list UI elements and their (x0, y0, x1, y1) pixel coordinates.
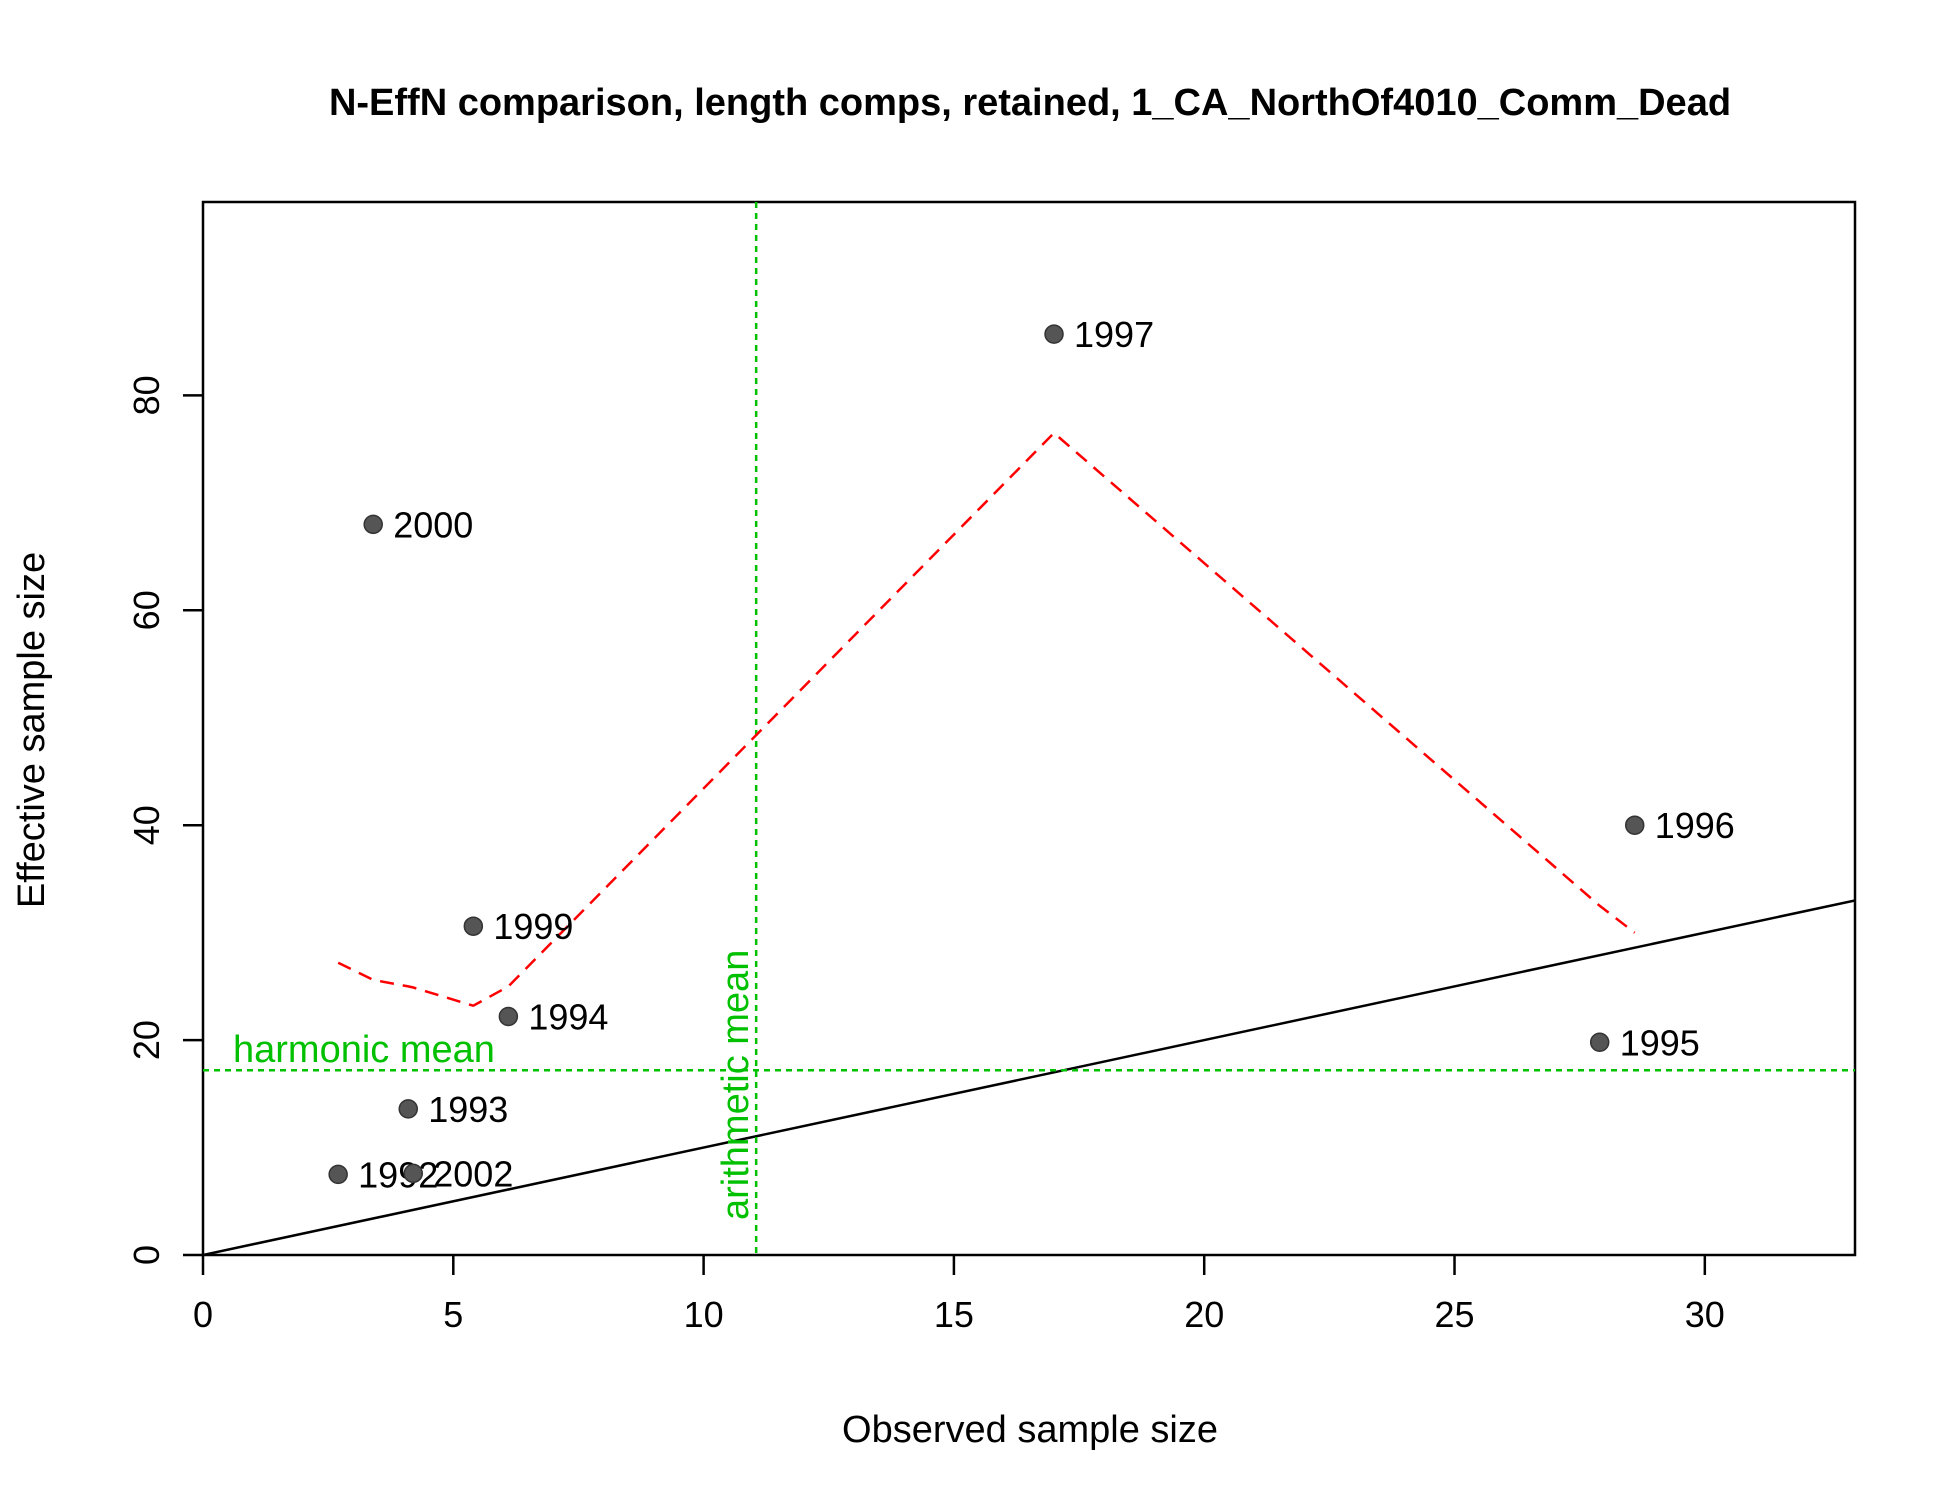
x-tick-label: 0 (193, 1294, 213, 1335)
one-to-one-line (203, 899, 1855, 1255)
x-tick-label: 25 (1434, 1294, 1474, 1335)
data-point-label-1996: 1996 (1655, 805, 1735, 846)
harmonic-mean-label: harmonic mean (233, 1029, 495, 1071)
data-point-label-1993: 1993 (428, 1089, 508, 1130)
x-tick-label: 5 (443, 1294, 463, 1335)
plot-frame (201, 200, 1857, 1257)
data-point-label-1992: 1992 (358, 1154, 438, 1195)
data-point-label-1999: 1999 (493, 906, 573, 947)
y-tick-label: 20 (126, 1020, 167, 1060)
y-tick-label: 0 (126, 1245, 167, 1265)
data-point-label-1994: 1994 (528, 996, 608, 1037)
data-point-1996 (1624, 815, 1645, 835)
data-point-label-1995: 1995 (1620, 1022, 1700, 1063)
data-point-label-1997: 1997 (1074, 314, 1154, 355)
data-point-1999 (463, 916, 484, 936)
data-point-1995 (1589, 1032, 1610, 1053)
y-tick-label: 60 (126, 590, 167, 630)
x-tick-label: 30 (1685, 1294, 1725, 1335)
data-point-1997 (1044, 324, 1064, 344)
x-tick-label: 15 (934, 1294, 974, 1335)
y-axis-label: Effective sample size (11, 552, 53, 908)
loess-smoother-line (337, 431, 1636, 1008)
data-point-1993 (398, 1099, 418, 1119)
data-point-label-2000: 2000 (393, 504, 473, 545)
data-point-label-2002: 2002 (433, 1153, 513, 1194)
y-tick-label: 40 (126, 805, 167, 845)
data-point-1994 (498, 1006, 519, 1027)
x-tick-label: 20 (1184, 1294, 1224, 1335)
data-point-1992 (328, 1164, 348, 1185)
data-point-2000 (363, 514, 383, 535)
x-tick-label: 10 (684, 1294, 724, 1335)
chart-title: N-EffN comparison, length comps, retaine… (329, 82, 1731, 124)
y-tick-label: 80 (126, 375, 167, 415)
arithmetic-mean-label: arithmetic mean (715, 950, 757, 1220)
data-point-2002 (403, 1163, 424, 1184)
x-axis-label: Observed sample size (842, 1409, 1218, 1451)
plot-area: 0 5 10 15 20 25 30 0 20 40 60 80 harmonic mean arithm… (126, 200, 1857, 1335)
